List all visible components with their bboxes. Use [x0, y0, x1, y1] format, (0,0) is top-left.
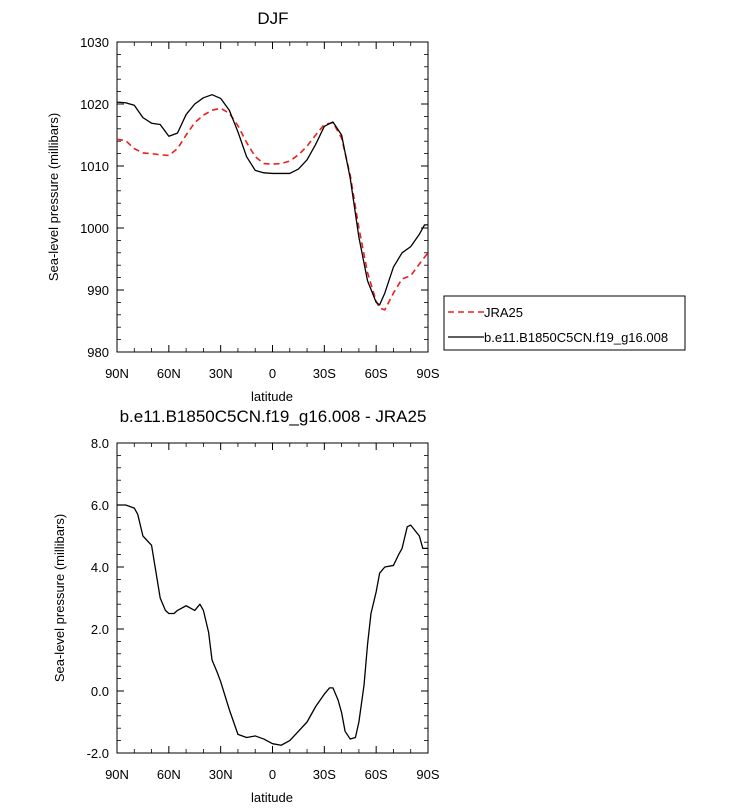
- y-axis-label: Sea-level pressure (millibars): [46, 113, 61, 281]
- legend: JRA25 b.e11.B1850C5CN.f19_g16.008: [443, 295, 686, 351]
- y-tick-label: 0.0: [91, 684, 109, 699]
- x-axis-label: latitude: [251, 790, 293, 805]
- series-group: [117, 504, 428, 746]
- chart-panel-bottom: b.e11.B1850C5CN.f19_g16.008 - JRA25 -2.0…: [52, 407, 440, 805]
- x-tick-labels: 90N 60N 30N 0 30S 60S 90S: [105, 767, 440, 782]
- x-tick-label: 90N: [105, 767, 129, 782]
- x-tick-label: 90S: [416, 366, 439, 381]
- x-tick-label: 30S: [313, 366, 336, 381]
- series-line-b-e11-b1850c5cn-f19-g16-008: [116, 94, 428, 306]
- x-tick-label: 60N: [157, 366, 181, 381]
- y-tick-label: 6.0: [91, 498, 109, 513]
- plot-frame: [116, 442, 429, 754]
- y-tick-label: 4.0: [91, 560, 109, 575]
- chart-panel-top: DJF 980 990 1000 1010 1020 1030 90N 60N 30N 0 30S…: [46, 9, 686, 404]
- y-tick-label: 1010: [80, 159, 109, 174]
- y-tick-label: 1020: [80, 97, 109, 112]
- legend-box: [443, 295, 686, 351]
- y-tick-labels: 980 990 1000 1010 1020 1030: [80, 35, 109, 360]
- x-tick-label: 0: [269, 366, 276, 381]
- y-tick-label: 2.0: [91, 622, 109, 637]
- series-group: [116, 94, 429, 311]
- x-tick-label: 60S: [365, 767, 388, 782]
- legend-label-model: b.e11.B1850C5CN.f19_g16.008: [484, 330, 668, 345]
- y-tick-label: 980: [87, 345, 109, 360]
- x-tick-label: 30N: [209, 767, 233, 782]
- y-axis-label: Sea-level pressure (millibars): [52, 514, 67, 682]
- y-tick-label: 1030: [80, 35, 109, 50]
- y-tick-label: 8.0: [91, 436, 109, 451]
- x-tick-label: 90N: [105, 366, 129, 381]
- x-tick-label: 30S: [313, 767, 336, 782]
- x-tick-labels: 90N 60N 30N 0 30S 60S 90S: [105, 366, 440, 381]
- x-tick-label: 60N: [157, 767, 181, 782]
- x-tick-label: 60S: [365, 366, 388, 381]
- series-line-jra25: [116, 107, 429, 311]
- tick-marks: [116, 41, 429, 353]
- x-tick-label: 90S: [416, 767, 439, 782]
- series-line-difference: [117, 504, 428, 746]
- x-axis-label: latitude: [251, 389, 293, 404]
- x-tick-label: 30N: [209, 366, 233, 381]
- plot-frame: [116, 41, 429, 353]
- legend-label-jra25: JRA25: [484, 305, 523, 320]
- x-tick-label: 0: [269, 767, 276, 782]
- chart-title: DJF: [257, 9, 288, 28]
- tick-marks: [116, 442, 429, 754]
- chart-title: b.e11.B1850C5CN.f19_g16.008 - JRA25: [120, 407, 427, 426]
- y-tick-labels: -2.0 0.0 2.0 4.0 6.0 8.0: [87, 436, 109, 761]
- y-tick-label: 990: [87, 283, 109, 298]
- y-tick-label: 1000: [80, 221, 109, 236]
- y-tick-label: -2.0: [87, 746, 109, 761]
